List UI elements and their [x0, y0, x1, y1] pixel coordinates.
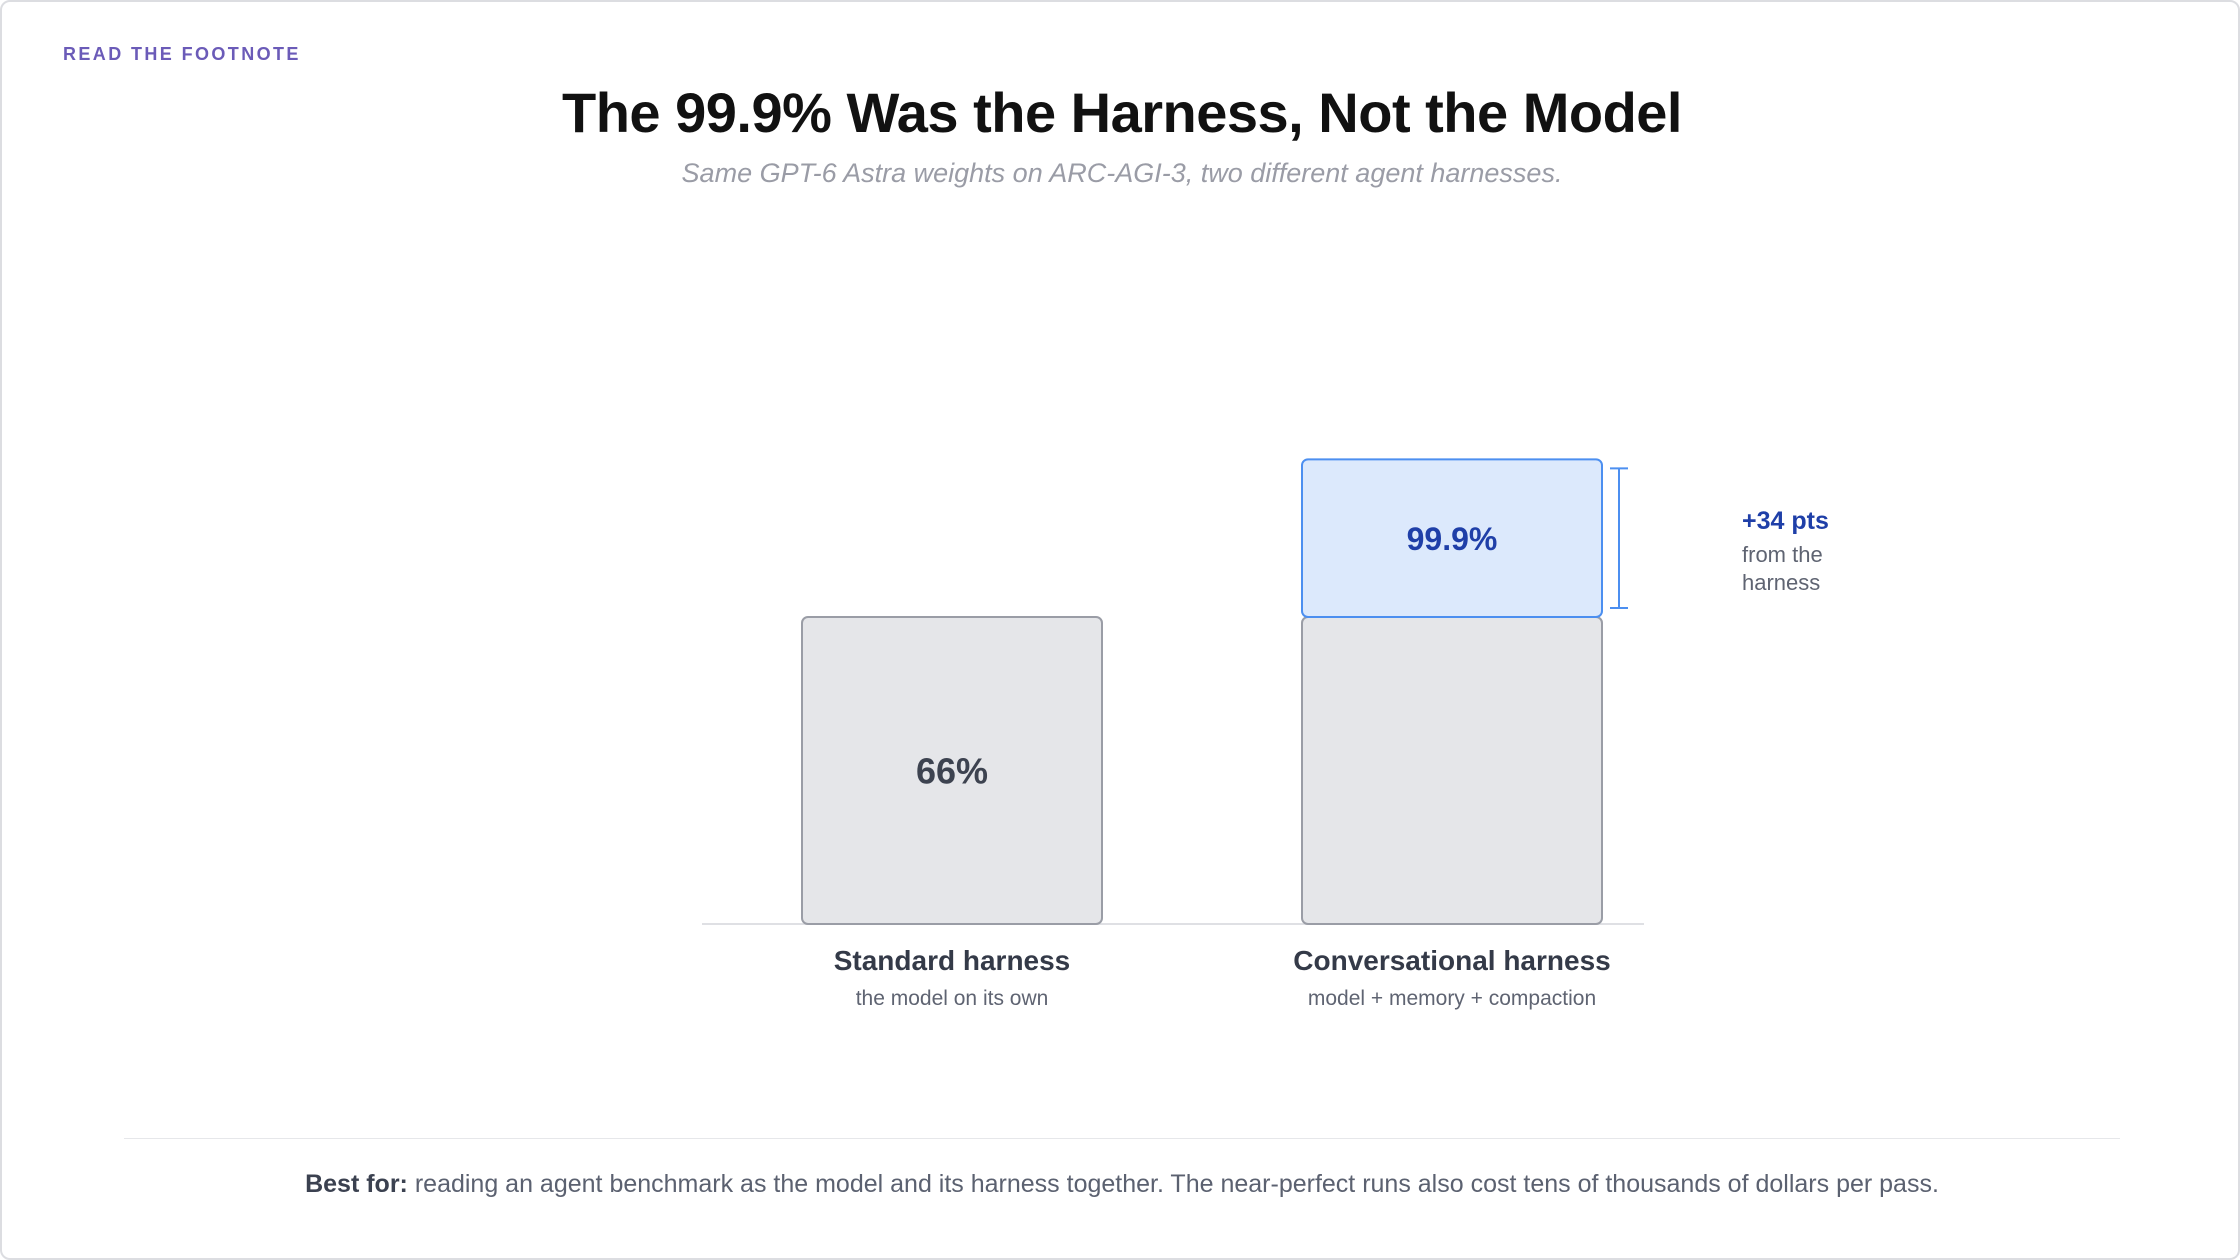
bar-standard-harness — [801, 616, 1103, 925]
kicker-label: READ THE FOOTNOTE — [63, 44, 301, 64]
bar-conversational-base — [1301, 616, 1603, 925]
bar-conversational-gain — [1301, 458, 1603, 619]
x-tick-sublabel-conversational: model + memory + compaction — [1308, 987, 1596, 1010]
footer-divider — [124, 1138, 2120, 1139]
x-tick-label-standard: Standard harness — [834, 945, 1071, 976]
footnote-text: reading an agent benchmark as the model … — [407, 1170, 1939, 1198]
data-label-conversational: 99.9% — [1407, 521, 1498, 557]
gain-annotation-value: +34 pts — [1742, 507, 1829, 535]
x-tick-label-conversational: Conversational harness — [1293, 945, 1610, 976]
gain-annotation-line1: from the — [1742, 542, 1823, 567]
footnote-label: Best for: — [305, 1170, 408, 1198]
footnote: Best for: reading an agent benchmark as … — [2, 1170, 2238, 1199]
data-label-standard: 66% — [916, 751, 988, 792]
x-tick-sublabel-standard: the model on its own — [856, 987, 1049, 1010]
gain-annotation-line2: harness — [1742, 570, 1820, 595]
chart-subtitle: Same GPT-6 Astra weights on ARC-AGI-3, t… — [681, 158, 1563, 188]
chart-title: The 99.9% Was the Harness, Not the Model — [562, 81, 1682, 144]
